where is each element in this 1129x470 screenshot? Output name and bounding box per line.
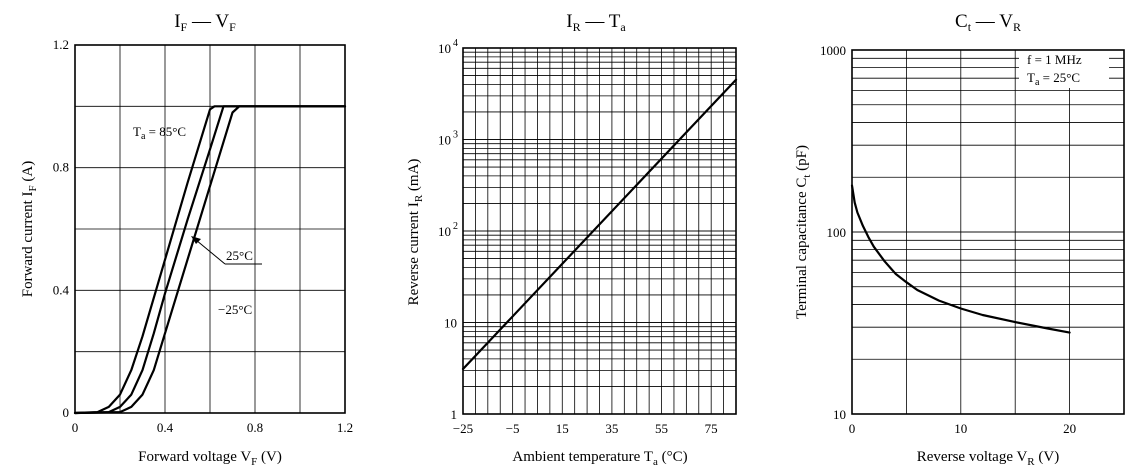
x-tick-label: 0 — [72, 420, 79, 435]
y-tick-exponent: 4 — [453, 38, 458, 49]
y-tick-label: 1 — [451, 407, 458, 422]
y-tick-label: 100 — [827, 225, 847, 240]
ta-85c-label: Ta = 85°C — [133, 124, 186, 142]
y-tick-label: 0.4 — [53, 282, 70, 297]
x-tick-label: 10 — [954, 421, 967, 436]
x-tick-label: −25 — [453, 421, 473, 436]
y-tick-label: 10 — [438, 41, 451, 56]
y-tick-label: 10 — [444, 316, 457, 331]
ctv-y-axis-label: Terminal capacitance Ct (pF) — [794, 145, 813, 319]
y-tick-label: 10 — [438, 133, 451, 148]
iv-plot-frame — [74, 44, 346, 414]
y-tick-label: 0 — [63, 405, 70, 420]
irt-y-axis-label: Reverse current IR (mA) — [406, 159, 425, 306]
iv-x-axis-label: Forward voltage VF (V) — [138, 449, 282, 468]
ta-25c-leader-arrow — [195, 239, 226, 265]
y-tick-exponent: 3 — [453, 130, 458, 141]
y-tick-label: 10 — [833, 407, 846, 422]
x-tick-label: 15 — [556, 421, 569, 436]
x-tick-label: −5 — [506, 421, 520, 436]
x-tick-label: 1.2 — [337, 420, 353, 435]
x-tick-label: 20 — [1063, 421, 1076, 436]
x-tick-label: 0.8 — [247, 420, 263, 435]
x-tick-label: 0 — [849, 421, 856, 436]
y-tick-label: 10 — [438, 224, 451, 239]
curve-ta-85-c — [73, 105, 347, 415]
curve-25-c — [73, 105, 347, 415]
irt-x-axis-label: Ambient temperature Ta (°C) — [512, 449, 687, 468]
x-tick-label: 0.4 — [157, 420, 174, 435]
iv-y-axis-label: Forward current IF (A) — [20, 161, 39, 298]
iv-chart: IF — VF 0 0.4 0.8 1.2 0 0.4 0.8 1.2 Forward vol… — [20, 11, 353, 468]
y-tick-label: 1.2 — [53, 37, 69, 52]
ctv-legend-box — [1019, 50, 1109, 88]
ctv-freq-label: f = 1 MHz — [1027, 52, 1082, 67]
x-tick-label: 75 — [705, 421, 718, 436]
iv-chart-title: IF — VF — [174, 11, 236, 34]
y-tick-label: 0.8 — [53, 160, 69, 175]
ctv-chart-title: Ct — VR — [955, 11, 1021, 34]
ta-25c-arrowhead — [191, 236, 201, 244]
curve-25-c — [73, 105, 347, 415]
irt-chart-title: IR — Ta — [566, 11, 626, 34]
ta-neg25c-label: −25°C — [218, 302, 252, 317]
irt-plot-frame — [462, 47, 737, 415]
ctv-x-axis-label: Reverse voltage VR (V) — [917, 449, 1059, 468]
x-tick-label: 55 — [655, 421, 668, 436]
ctv-plot-frame — [851, 49, 1125, 415]
y-tick-label: 1000 — [820, 43, 846, 58]
y-tick-exponent: 2 — [453, 221, 458, 232]
data-curve — [850, 184, 1071, 334]
data-curve — [461, 78, 738, 371]
ta-25c-label: 25°C — [226, 248, 253, 263]
ctv-ta-label: Ta = 25°C — [1027, 70, 1080, 88]
x-tick-label: 35 — [605, 421, 618, 436]
